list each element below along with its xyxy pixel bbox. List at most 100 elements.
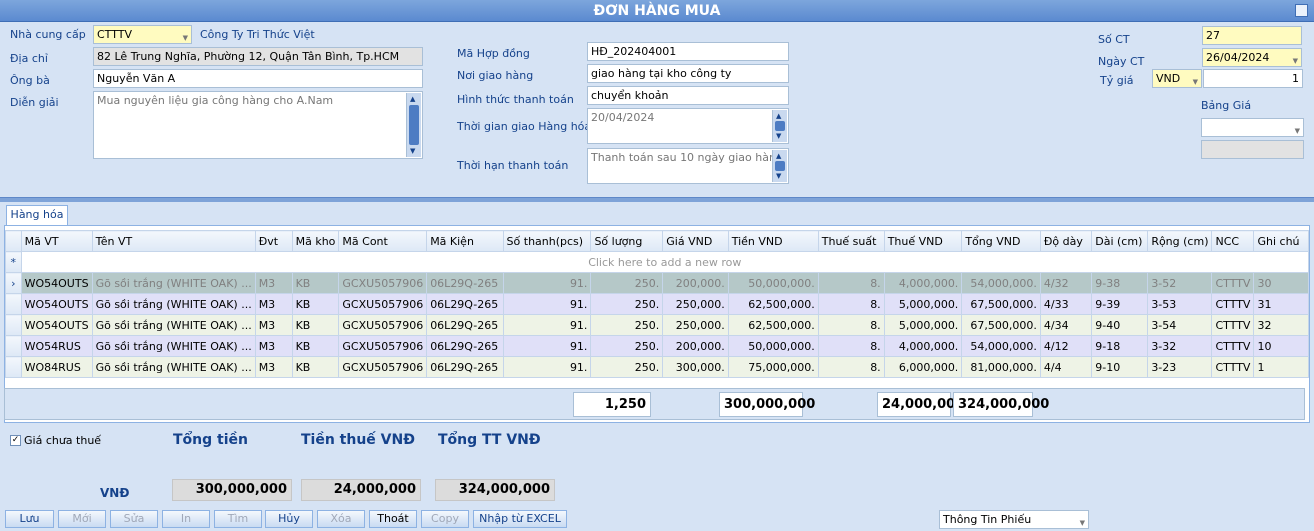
column-header[interactable]: Mã VT [20, 230, 93, 252]
table-cell[interactable]: 5,000,000. [883, 293, 963, 315]
table-cell[interactable]: 6,000,000. [883, 356, 963, 378]
table-cell[interactable]: 200,000. [662, 335, 729, 357]
delete-button[interactable]: Xóa [317, 510, 365, 528]
table-cell[interactable]: 62,500,000. [727, 314, 819, 336]
column-header[interactable]: Thuế VND [883, 230, 963, 252]
table-cell[interactable]: M3 [254, 356, 293, 378]
table-cell[interactable]: WO54OUTS [20, 314, 93, 336]
column-header[interactable]: Độ dày [1039, 230, 1093, 252]
column-header[interactable]: Tên VT [91, 230, 256, 252]
table-row[interactable]: WO54OUTS Gõ sồi trắng (WHITE OAK) ... M3 KB… [5, 293, 1309, 315]
table-cell[interactable]: CTTTV [1211, 272, 1255, 294]
column-header[interactable]: Số lượng [590, 230, 664, 252]
exit-button[interactable]: Thoát [369, 510, 417, 528]
edit-button[interactable]: Sửa [110, 510, 158, 528]
price-list-select[interactable]: ▼ [1201, 118, 1304, 137]
payment-term-textarea[interactable]: Thanh toán sau 10 ngày giao hàng ▲ ▼ [587, 148, 789, 184]
column-header[interactable]: Tiền VND [727, 230, 819, 252]
table-cell[interactable]: 54,000,000. [961, 335, 1041, 357]
table-cell[interactable]: 10 [1253, 335, 1309, 357]
column-header[interactable]: Thuế suất [817, 230, 885, 252]
currency-select[interactable]: VND ▼ [1152, 69, 1202, 88]
table-cell[interactable]: 3-52 [1147, 272, 1213, 294]
table-cell[interactable]: WO54OUTS [20, 272, 93, 294]
table-cell[interactable]: 250. [590, 272, 664, 294]
column-header[interactable]: Ghi chú [1253, 230, 1309, 252]
table-cell[interactable]: GCXU5057906 [338, 335, 428, 357]
table-row[interactable]: WO54OUTS Gõ sồi trắng (WHITE OAK) ... M3 KB… [5, 314, 1309, 336]
maximize-button[interactable] [1295, 4, 1308, 17]
row-selector[interactable] [5, 335, 22, 357]
table-cell[interactable]: 250. [590, 356, 664, 378]
delivery-time-scrollbar[interactable]: ▲ ▼ [772, 110, 787, 142]
table-cell[interactable]: 3-32 [1147, 335, 1213, 357]
info-select[interactable]: Thông Tin Phiếu ▼ [939, 510, 1089, 529]
table-cell[interactable]: KB [291, 314, 340, 336]
pre-tax-checkbox[interactable]: ✓ [10, 435, 21, 446]
column-header[interactable]: Rộng (cm) [1147, 230, 1213, 252]
splitter[interactable] [0, 197, 1314, 202]
table-cell[interactable]: KB [291, 293, 340, 315]
table-cell[interactable]: 8. [817, 293, 885, 315]
table-cell[interactable]: 5,000,000. [883, 314, 963, 336]
column-header[interactable]: Dài (cm) [1091, 230, 1149, 252]
table-cell[interactable]: CTTTV [1211, 314, 1255, 336]
delivery-time-textarea[interactable]: 20/04/2024 ▲ ▼ [587, 108, 789, 144]
table-cell[interactable]: 31 [1253, 293, 1309, 315]
row-selector[interactable] [5, 314, 22, 336]
table-cell[interactable]: 8. [817, 356, 885, 378]
table-cell[interactable]: 250,000. [662, 314, 729, 336]
table-cell[interactable]: 91. [502, 356, 592, 378]
column-header[interactable]: Mã kho [291, 230, 340, 252]
row-selector[interactable] [5, 356, 22, 378]
table-cell[interactable]: 91. [502, 335, 592, 357]
table-cell[interactable]: M3 [254, 335, 293, 357]
table-cell[interactable]: KB [291, 356, 340, 378]
table-cell[interactable]: WO54OUTS [20, 293, 93, 315]
table-cell[interactable]: M3 [254, 314, 293, 336]
table-cell[interactable]: Gõ sồi trắng (WHITE OAK) ... [91, 293, 256, 315]
column-header[interactable]: Tổng VND [961, 230, 1041, 252]
import-excel-button[interactable]: Nhập từ EXCEL [473, 510, 567, 528]
table-row[interactable]: › WO54OUTS Gõ sồi trắng (WHITE OAK) ... M3 K… [5, 272, 1309, 294]
table-cell[interactable]: KB [291, 272, 340, 294]
table-cell[interactable]: 67,500,000. [961, 293, 1041, 315]
rate-field[interactable]: 1 [1203, 69, 1303, 88]
table-cell[interactable]: 06L29Q-265 [426, 356, 504, 378]
print-button[interactable]: In [162, 510, 210, 528]
delivery-place-field[interactable]: giao hàng tại kho công ty [587, 64, 789, 83]
table-cell[interactable]: 06L29Q-265 [426, 293, 504, 315]
find-button[interactable]: Tìm [214, 510, 262, 528]
table-cell[interactable]: 200,000. [662, 272, 729, 294]
table-cell[interactable]: 250. [590, 314, 664, 336]
supplier-code-select[interactable]: CTTTV ▼ [93, 25, 192, 44]
table-cell[interactable]: GCXU5057906 [338, 293, 428, 315]
table-cell[interactable]: 9-39 [1091, 293, 1149, 315]
table-cell[interactable]: 06L29Q-265 [426, 335, 504, 357]
desc-textarea[interactable]: Mua nguyên liệu gia công hàng cho A.Nam ▲… [93, 91, 423, 159]
table-cell[interactable]: 4/34 [1039, 314, 1093, 336]
table-cell[interactable]: 75,000,000. [727, 356, 819, 378]
table-cell[interactable]: 3-53 [1147, 293, 1213, 315]
table-cell[interactable]: 300,000. [662, 356, 729, 378]
table-cell[interactable]: 4/12 [1039, 335, 1093, 357]
table-cell[interactable]: 9-10 [1091, 356, 1149, 378]
new-row-prompt[interactable]: Click here to add a new row [20, 251, 1310, 273]
table-cell[interactable]: 9-40 [1091, 314, 1149, 336]
table-cell[interactable]: 8. [817, 335, 885, 357]
table-cell[interactable]: 3-54 [1147, 314, 1213, 336]
table-cell[interactable]: CTTTV [1211, 293, 1255, 315]
table-cell[interactable]: 54,000,000. [961, 272, 1041, 294]
tab-goods[interactable]: Hàng hóa [6, 205, 68, 225]
contract-field[interactable]: HĐ_202404001 [587, 42, 789, 61]
current-row-icon[interactable]: › [5, 272, 22, 294]
column-header[interactable]: Mã Cont [338, 230, 428, 252]
table-cell[interactable]: 250,000. [662, 293, 729, 315]
new-button[interactable]: Mới [58, 510, 106, 528]
table-cell[interactable]: 4/4 [1039, 356, 1093, 378]
table-cell[interactable]: 9-38 [1091, 272, 1149, 294]
payment-term-scrollbar[interactable]: ▲ ▼ [772, 150, 787, 182]
payment-method-field[interactable]: chuyển khoản [587, 86, 789, 105]
table-cell[interactable]: 4,000,000. [883, 335, 963, 357]
doc-no-field[interactable]: 27 [1202, 26, 1302, 45]
